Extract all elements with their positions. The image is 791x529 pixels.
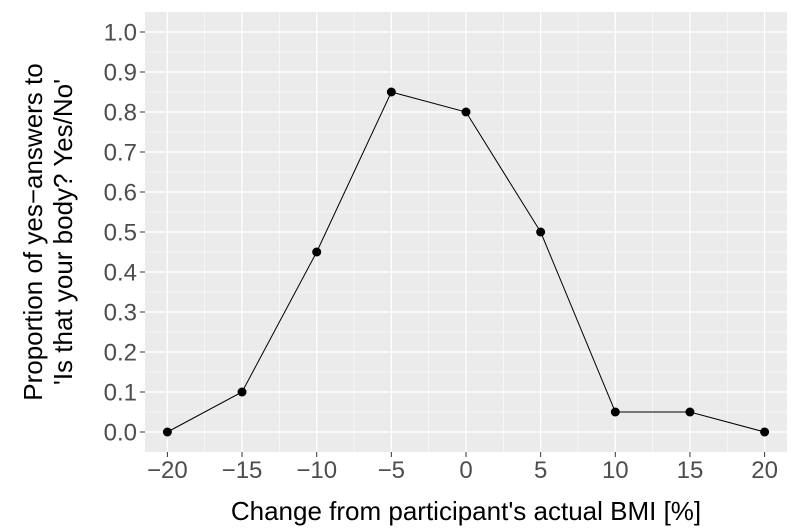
y-tick-label: 0.1 [104,380,137,407]
data-point [610,407,620,417]
x-tick-label: 15 [677,457,704,484]
major-gridlines [145,12,787,452]
y-tick-label: 0.4 [104,260,137,287]
data-point [237,387,247,397]
data-point [162,427,172,437]
x-tick-label: 10 [602,457,629,484]
data-point [386,87,396,97]
y-tick-label: 0.8 [104,100,137,127]
y-tick-label: 0.2 [104,340,137,367]
y-tick-labels: 0.0 0.1 0.2 0.3 0.4 0.5 0.6 0.7 0.8 0.9 1.0 [104,20,137,447]
y-tick-label: 0.0 [104,420,137,447]
y-axis-title-line-2: 'Is that your body? Yes/No' [48,79,78,385]
x-axis-title: Change from participant's actual BMI [%] [231,496,701,526]
x-tick-label: −15 [222,457,263,484]
y-axis-title-line-1: Proportion of yes−answers to [18,63,48,400]
y-tick-label: 0.3 [104,300,137,327]
x-tick-labels: −20 −15 −10 −5 0 5 10 15 20 [147,457,778,484]
data-point [685,407,695,417]
y-tick-label: 0.9 [104,60,137,87]
x-tick-label: −5 [378,457,405,484]
x-tick-label: 5 [534,457,547,484]
y-tick-label: 0.6 [104,180,137,207]
y-tick-label: 1.0 [104,20,137,47]
data-point [760,427,770,437]
y-tick-label: 0.5 [104,220,137,247]
series-group [162,87,770,437]
data-point [312,247,322,257]
x-tick-label: −10 [296,457,337,484]
data-point [461,107,471,117]
x-tick-label: −20 [147,457,188,484]
axis-ticks [140,31,766,457]
x-tick-label: 0 [459,457,472,484]
x-tick-label: 20 [751,457,778,484]
data-point [536,227,546,237]
y-tick-label: 0.7 [104,140,137,167]
